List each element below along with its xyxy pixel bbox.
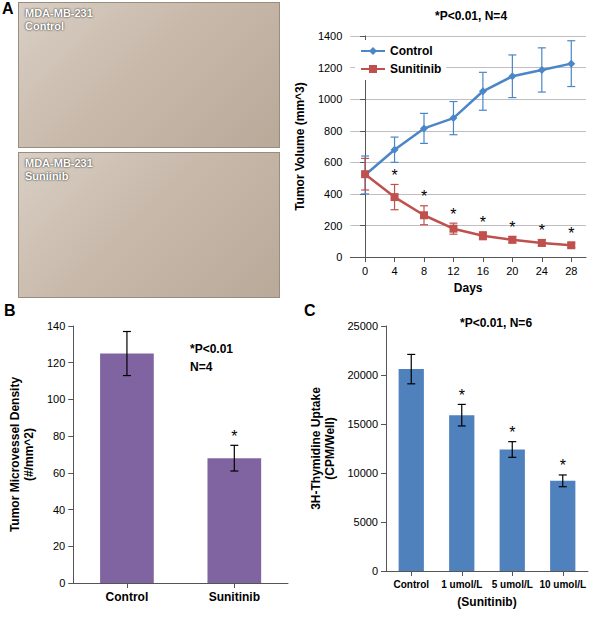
svg-text:Control: Control <box>393 579 429 590</box>
svg-text:1 umol/L: 1 umol/L <box>441 579 482 590</box>
svg-text:24: 24 <box>536 265 548 277</box>
svg-text:*: * <box>509 219 515 236</box>
svg-text:60: 60 <box>53 467 65 479</box>
svg-text:600: 600 <box>324 156 342 168</box>
svg-text:80: 80 <box>53 430 65 442</box>
svg-text:*: * <box>421 188 427 205</box>
svg-text:*: * <box>231 428 237 445</box>
svg-text:C: C <box>304 302 316 319</box>
svg-text:8: 8 <box>421 265 427 277</box>
svg-text:(CPM/Well): (CPM/Well) <box>323 417 337 479</box>
svg-text:40: 40 <box>53 504 65 516</box>
svg-text:*: * <box>450 206 456 223</box>
svg-text:0: 0 <box>59 577 65 589</box>
svg-text:1400: 1400 <box>318 30 342 42</box>
svg-text:20: 20 <box>506 265 518 277</box>
svg-text:10 umol/L: 10 umol/L <box>539 579 586 590</box>
svg-text:*: * <box>568 225 574 242</box>
svg-text:3H-Thymidine Uptake: 3H-Thymidine Uptake <box>309 387 323 510</box>
svg-text:*: * <box>509 424 515 441</box>
svg-text:*: * <box>480 214 486 231</box>
svg-text:100: 100 <box>47 393 65 405</box>
svg-text:5 umol/L: 5 umol/L <box>492 579 533 590</box>
svg-text:20: 20 <box>53 540 65 552</box>
svg-text:1000: 1000 <box>318 93 342 105</box>
svg-text:*: * <box>539 222 545 239</box>
svg-text:Control: Control <box>390 44 433 58</box>
svg-text:16: 16 <box>477 265 489 277</box>
svg-text:(#/mm^2): (#/mm^2) <box>22 428 36 481</box>
html-text:MDA-MB-231: MDA-MB-231 <box>25 157 93 169</box>
svg-text:4: 4 <box>391 265 397 277</box>
svg-text:Control: Control <box>106 590 149 604</box>
svg-text:200: 200 <box>324 220 342 232</box>
svg-text:20000: 20000 <box>347 369 378 381</box>
svg-text:28: 28 <box>565 265 577 277</box>
svg-text:(Sunitinib): (Sunitinib) <box>457 595 516 609</box>
svg-text:Days: Days <box>454 281 483 295</box>
svg-text:120: 120 <box>47 357 65 369</box>
svg-text:*: * <box>459 387 465 404</box>
svg-text:15000: 15000 <box>347 418 378 430</box>
svg-text:5000: 5000 <box>354 516 378 528</box>
svg-text:400: 400 <box>324 188 342 200</box>
html-text:MDA-MB-231: MDA-MB-231 <box>25 7 93 19</box>
svg-text:800: 800 <box>324 125 342 137</box>
svg-text:12: 12 <box>447 265 459 277</box>
svg-text:140: 140 <box>47 320 65 332</box>
svg-text:10000: 10000 <box>347 467 378 479</box>
svg-text:0: 0 <box>336 251 342 263</box>
svg-text:N=4: N=4 <box>190 360 213 374</box>
html-text:Control: Control <box>25 20 65 32</box>
svg-text:25000: 25000 <box>347 320 378 332</box>
svg-text:*: * <box>560 457 566 474</box>
svg-text:*P<0.01: *P<0.01 <box>190 342 233 356</box>
html-text:Suniinib: Suniinib <box>25 170 69 182</box>
svg-text:B: B <box>4 302 16 319</box>
html-text:A: A <box>2 0 14 17</box>
svg-text:*: * <box>391 167 397 184</box>
svg-text:1200: 1200 <box>318 62 342 74</box>
svg-text:Sunitinib: Sunitinib <box>390 62 441 76</box>
svg-text:0: 0 <box>362 265 368 277</box>
svg-text:Tumor Microvessel Density: Tumor Microvessel Density <box>8 377 22 532</box>
svg-text:0: 0 <box>372 565 378 577</box>
svg-text:Sunitinib: Sunitinib <box>209 590 260 604</box>
svg-text:*P<0.01, N=6: *P<0.01, N=6 <box>460 316 532 330</box>
svg-text:Tumor Volume (mm^3): Tumor Volume (mm^3) <box>293 82 307 211</box>
svg-text:*P<0.01, N=4: *P<0.01, N=4 <box>435 9 507 23</box>
